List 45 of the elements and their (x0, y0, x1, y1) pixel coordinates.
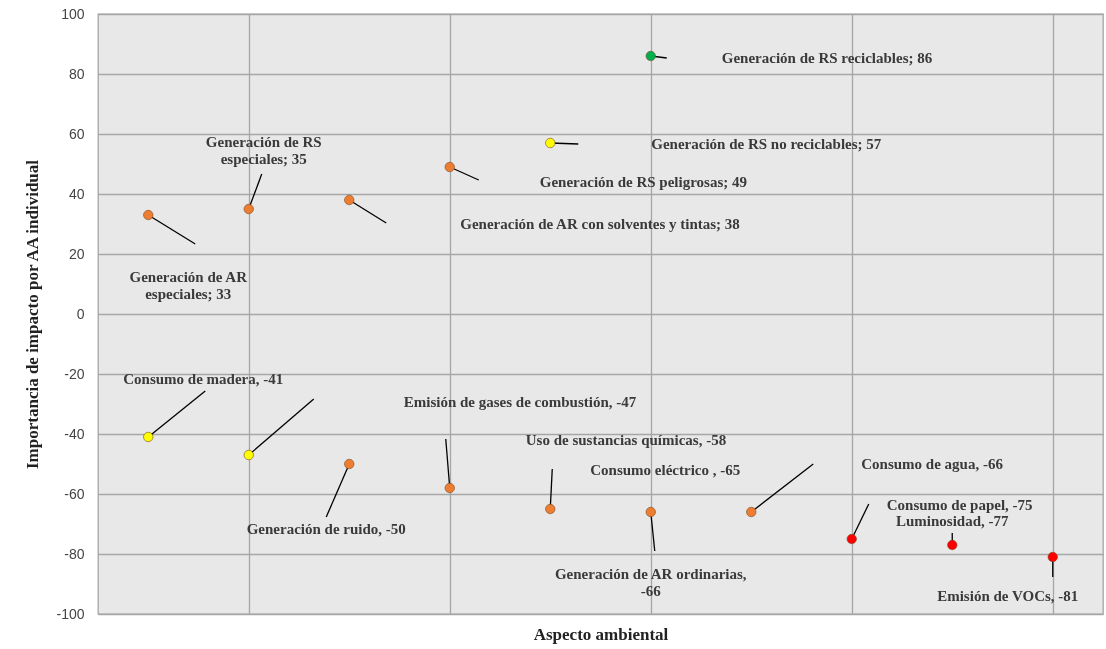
y-tick-label: -40 (64, 425, 85, 442)
annotation: Luminosidad, -77 (895, 513, 1010, 529)
annotation: Generación de AR especiales; 33 (129, 269, 248, 302)
annotation: Generación de RS reciclables; 86 (721, 50, 933, 66)
point (645, 506, 656, 518)
point (645, 50, 656, 62)
y-tick-label: 40 (68, 185, 85, 202)
annotation: Generación de ruido, -50 (246, 521, 406, 537)
y-tick-label: 80 (68, 65, 85, 82)
point (746, 506, 757, 518)
y-tick-label: 20 (68, 245, 85, 262)
point (344, 458, 355, 470)
annotation: Generación de AR con solventes y tintas; 38 (460, 216, 740, 232)
annotation: Emisión de gases de combustión, -47 (403, 394, 637, 410)
point (545, 137, 556, 149)
point (846, 533, 857, 545)
y-tick-label: -60 (64, 485, 85, 502)
point (243, 449, 254, 461)
annotation: Consumo de agua, -66 (861, 456, 1004, 472)
point (243, 203, 254, 215)
y-tick-label: -100 (56, 605, 85, 622)
annotation: Generación de RS peligrosas; 49 (539, 174, 747, 190)
annotation: Generación de AR ordinarias, -66 (554, 566, 747, 599)
y-tick-label: -80 (64, 545, 85, 562)
annotation: Generación de RS no reciclables; 57 (651, 136, 882, 152)
point (444, 482, 455, 494)
y-tick-label: -20 (64, 365, 85, 382)
point (1047, 551, 1058, 563)
point (143, 431, 154, 443)
annotation: Uso de sustancias químicas, -58 (525, 432, 727, 448)
point (947, 539, 958, 551)
point (444, 161, 455, 173)
y-tick-label: 100 (61, 5, 85, 22)
x-axis-title: Aspecto ambiental (533, 624, 669, 644)
y-tick-label: 0 (76, 305, 85, 322)
annotation: Emisión de VOCs, -81 (937, 588, 1079, 604)
annotation: Consumo de papel, -75 (886, 497, 1033, 513)
point (344, 194, 355, 206)
y-axis-title: Importancia de impacto por AA individual (23, 159, 43, 470)
point (143, 209, 154, 221)
annotation: Generación de RS especiales; 35 (205, 134, 322, 167)
point (545, 503, 556, 515)
annotation: Consumo de madera, -41 (123, 371, 284, 387)
annotation: Consumo eléctrico , -65 (590, 462, 741, 478)
y-tick-label: 60 (68, 125, 85, 142)
